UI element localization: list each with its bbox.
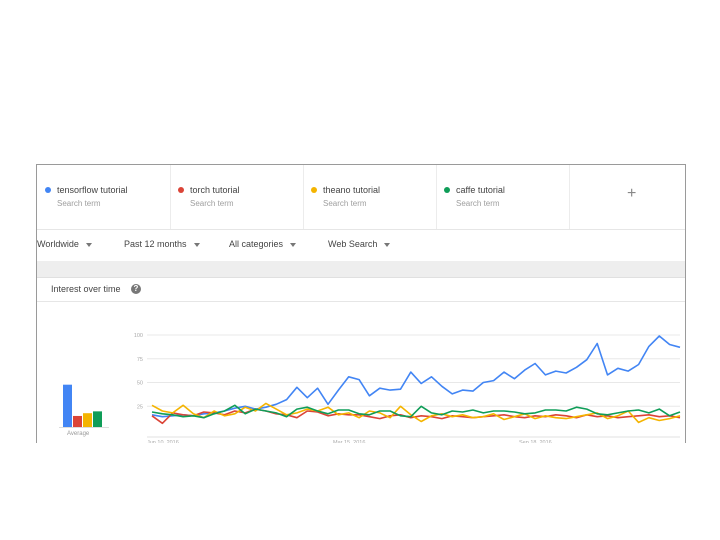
- search-term-type: Search term: [323, 199, 367, 208]
- search-property-dropdown[interactable]: Web Search: [328, 239, 391, 249]
- caret-down-icon: [384, 242, 391, 247]
- series-line-tensorflow-tutorial: [151, 335, 681, 418]
- card-divider: [37, 301, 685, 302]
- caret-down-icon: [193, 242, 200, 247]
- average-bar-theano-tutorial: [83, 413, 92, 427]
- average-bar-tensorflow-tutorial: [63, 384, 72, 427]
- interest-over-time-chart: 100 75 50 25 Jun 10, 2016 Mar 15, 2016 Sep 18,…: [134, 333, 681, 443]
- search-term-4[interactable]: caffe tutorial Search term: [436, 165, 570, 229]
- plus-icon[interactable]: +: [627, 185, 637, 202]
- search-term-type: Search term: [190, 199, 234, 208]
- y-tick-label: 25: [137, 404, 143, 410]
- region-dropdown[interactable]: Worldwide: [37, 239, 92, 249]
- time-range-value: Past 12 months: [124, 239, 187, 249]
- search-term-label: theano tutorial: [323, 185, 381, 195]
- x-tick-label: Jun 10, 2016: [147, 440, 179, 443]
- series-line-caffe-tutorial: [151, 404, 681, 419]
- card-title: Interest over time: [51, 284, 121, 294]
- y-tick-label: 50: [137, 381, 143, 387]
- category-value: All categories: [229, 239, 284, 249]
- region-value: Worldwide: [37, 239, 79, 249]
- help-icon[interactable]: ?: [131, 284, 141, 294]
- average-bar-torch-tutorial: [73, 415, 82, 427]
- average-label: Average: [67, 431, 90, 437]
- category-dropdown[interactable]: All categories: [229, 239, 297, 249]
- search-term-type: Search term: [57, 199, 101, 208]
- search-terms-bar: tensorflow tutorial Search term torch tu…: [37, 165, 685, 230]
- series-color-dot: [45, 187, 51, 193]
- search-term-2[interactable]: torch tutorial Search term: [170, 165, 304, 229]
- x-tick-label: Sep 18, 2016: [519, 440, 552, 443]
- average-bar-caffe-tutorial: [93, 411, 102, 427]
- y-tick-label: 100: [134, 333, 143, 339]
- search-term-3[interactable]: theano tutorial Search term: [303, 165, 437, 229]
- series-line-torch-tutorial: [151, 408, 681, 425]
- search-term-label: caffe tutorial: [456, 185, 505, 195]
- google-trends-panel: tensorflow tutorial Search term torch tu…: [36, 164, 686, 443]
- search-property-value: Web Search: [328, 239, 378, 249]
- series-color-dot: [444, 187, 450, 193]
- search-term-1[interactable]: tensorflow tutorial Search term: [37, 165, 171, 229]
- caret-down-icon: [85, 242, 92, 247]
- filters-bar: Worldwide Past 12 months All categories …: [37, 231, 685, 261]
- search-term-label: torch tutorial: [190, 185, 240, 195]
- search-term-label: tensorflow tutorial: [57, 185, 128, 195]
- time-range-dropdown[interactable]: Past 12 months: [124, 239, 200, 249]
- y-tick-label: 75: [137, 357, 143, 363]
- average-bar-chart: [59, 384, 109, 428]
- series-color-dot: [311, 187, 317, 193]
- search-term-type: Search term: [456, 199, 500, 208]
- caret-down-icon: [290, 242, 297, 247]
- x-tick-label: Mar 15, 2016: [333, 440, 365, 443]
- series-color-dot: [178, 187, 184, 193]
- section-divider: [37, 261, 685, 278]
